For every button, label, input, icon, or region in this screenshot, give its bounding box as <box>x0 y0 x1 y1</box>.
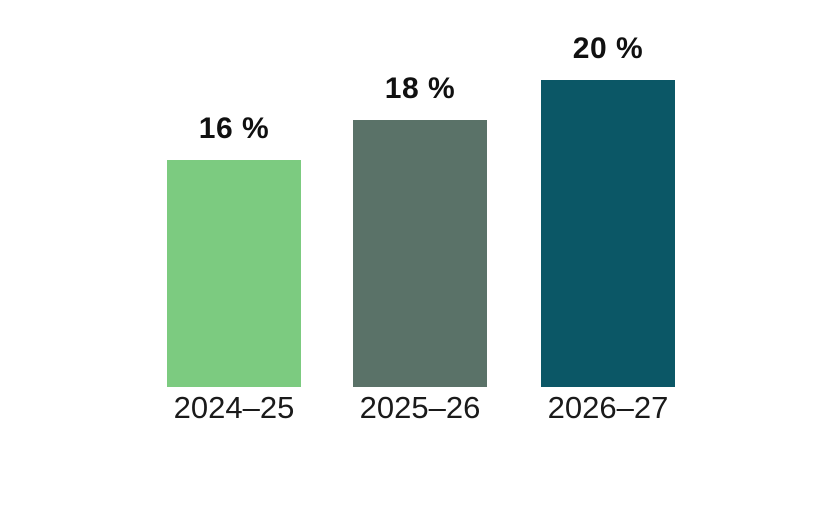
bar-2024-25 <box>167 160 301 387</box>
bar-value-label: 18 % <box>384 72 456 105</box>
bar-category-label: 2025–26 <box>359 390 481 425</box>
bar-value-label: 16 % <box>198 112 270 145</box>
bar-2025-26 <box>353 120 487 387</box>
bar-value-label: 20 % <box>572 32 644 65</box>
bar-group-2026-27: 20 % 2026–27 <box>541 31 675 427</box>
bar-group-2024-25: 16 % 2024–25 <box>167 111 301 427</box>
bar-category-label: 2026–27 <box>547 390 669 425</box>
bar-2026-27 <box>541 80 675 387</box>
bar-group-2025-26: 18 % 2025–26 <box>353 71 487 427</box>
bar-category-label: 2024–25 <box>173 390 295 425</box>
